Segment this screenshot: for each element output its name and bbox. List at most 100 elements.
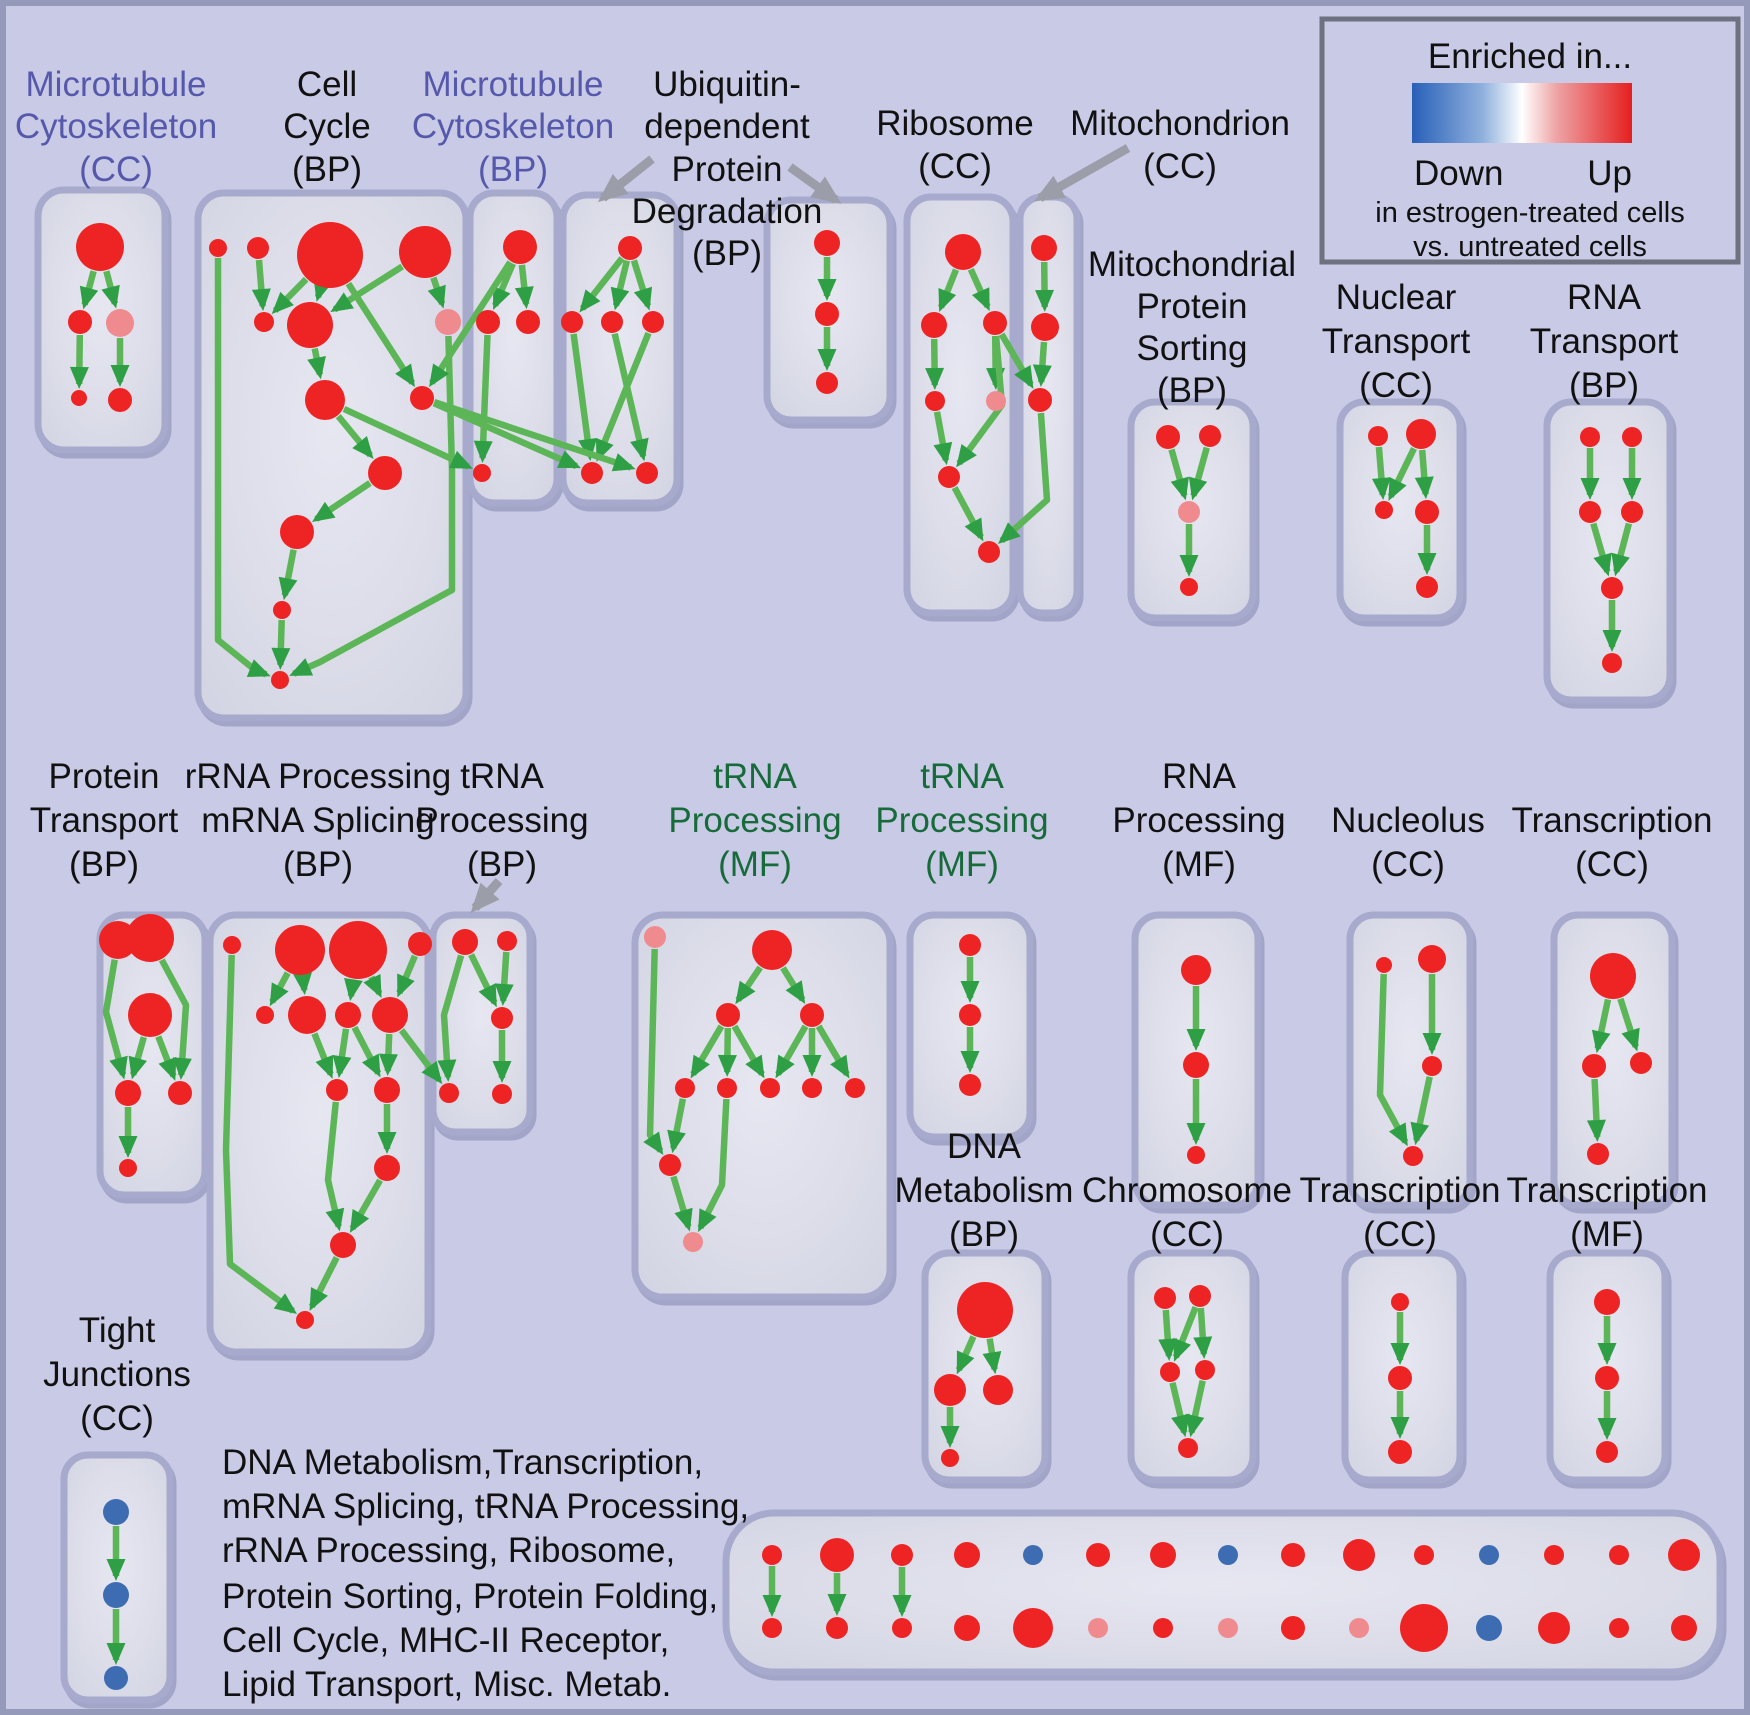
label-rna-transport-bp: (BP) bbox=[1569, 366, 1639, 405]
misc-enrichment-strip-node bbox=[1544, 1545, 1564, 1565]
label-rrna-processing-mrna-splicing-bp: mRNA Splicing bbox=[201, 801, 434, 840]
rna-transport-bp-node bbox=[1621, 501, 1643, 523]
rna-transport-bp-node bbox=[1622, 427, 1642, 447]
rrna-processing-mrna-splicing-bp-node bbox=[223, 936, 241, 954]
rrna-processing-mrna-splicing-bp-edge bbox=[351, 1025, 382, 1078]
rrna-processing-mrna-splicing-bp-node bbox=[275, 925, 325, 975]
ubiquitin-degradation-bp-1-node bbox=[601, 311, 623, 333]
microtubule-cytoskeleton-bp-edge bbox=[514, 264, 534, 310]
trna-processing-bp-node bbox=[452, 929, 478, 955]
misc-enrichment-strip-node bbox=[1671, 1615, 1697, 1641]
nuclear-transport-cc-edge bbox=[1387, 446, 1417, 501]
label-transcription-mf: (MF) bbox=[1570, 1215, 1644, 1254]
ribosome-cc-edge bbox=[933, 411, 953, 466]
label-microtubule-cytoskeleton-cc: Cytoskeleton bbox=[15, 107, 217, 146]
cell-cycle-bp-node bbox=[368, 456, 402, 490]
trna-processing-bp-node bbox=[497, 931, 517, 951]
rrna-processing-mrna-splicing-bp-edge bbox=[378, 1033, 398, 1076]
trna-processing-bp-node bbox=[491, 1007, 513, 1029]
label-rrna-processing-mrna-splicing-bp: rRNA Processing bbox=[185, 757, 451, 796]
ubiquitin-degradation-bp-1-edge bbox=[570, 333, 597, 462]
label-mitochondrial-protein-sorting-bp: Protein bbox=[1137, 287, 1248, 326]
protein-transport-bp-node bbox=[119, 1159, 137, 1177]
rna-transport-bp-box bbox=[1543, 398, 1674, 704]
nuclear-transport-cc-node bbox=[1375, 501, 1393, 519]
microtubule-cytoskeleton-cc-edge bbox=[69, 334, 89, 389]
chromosome-cc-node bbox=[1154, 1287, 1176, 1309]
rrna-processing-mrna-splicing-bp-node bbox=[374, 1155, 400, 1181]
misc-enrichment-strip-node bbox=[1538, 1612, 1570, 1644]
microtubule-cytoskeleton-cc-node bbox=[71, 390, 87, 406]
ubiquitin-degradation-bp-1-edge bbox=[579, 256, 625, 313]
ribosome-cc-edge bbox=[967, 267, 991, 312]
dna-metabolism-bp-node bbox=[957, 1282, 1013, 1338]
rrna-processing-mrna-splicing-bp-node bbox=[408, 932, 432, 956]
rrna-processing-mrna-splicing-bp-edge bbox=[396, 954, 418, 998]
label-pointer-arrow bbox=[470, 878, 503, 913]
label-transcription-cc-bottom: (CC) bbox=[1363, 1215, 1437, 1254]
gray-arrows-layer bbox=[470, 144, 1131, 913]
tight-junctions-cc-box bbox=[60, 1451, 174, 1704]
label-ubiquitin-degradation-bp: (BP) bbox=[692, 234, 762, 273]
cross-edge bbox=[398, 1028, 443, 1085]
cell-cycle-bp-node bbox=[410, 386, 434, 410]
nuclear-transport-cc-node bbox=[1406, 419, 1436, 449]
label-transcription-cc-mid: (CC) bbox=[1575, 845, 1649, 884]
label-nuclear-transport-cc: Transport bbox=[1322, 322, 1471, 361]
misc-enrichment-strip-node bbox=[1281, 1616, 1305, 1640]
label-cell-cycle-bp: Cell bbox=[297, 65, 357, 104]
ribosome-cc-edge bbox=[951, 486, 984, 542]
ribosome-cc-node bbox=[978, 541, 1000, 563]
nucleolus-cc-node bbox=[1403, 1146, 1423, 1166]
label-microtubule-cytoskeleton-bp: Microtubule bbox=[423, 65, 604, 104]
label-trna-processing-mf-1: tRNA bbox=[713, 757, 797, 796]
microtubule-cytoskeleton-cc-node bbox=[108, 388, 132, 412]
dna-metabolism-bp-edge bbox=[982, 1338, 1002, 1375]
cell-cycle-bp-node bbox=[287, 302, 333, 348]
misc-enrichment-strip-node bbox=[892, 1618, 912, 1638]
trna-processing-mf-large-edge bbox=[717, 1027, 737, 1077]
cell-cycle-bp-edge bbox=[345, 281, 416, 388]
misc-category-text: Cell Cycle, MHC-II Receptor, bbox=[222, 1621, 669, 1660]
trna-processing-mf-small-node bbox=[959, 1004, 981, 1026]
nucleolus-cc-node bbox=[1376, 957, 1392, 973]
label-microtubule-cytoskeleton-bp: (BP) bbox=[478, 150, 548, 189]
dna-metabolism-bp-node bbox=[983, 1375, 1013, 1405]
ubiquitin-degradation-bp-1-node bbox=[642, 311, 664, 333]
microtubule-cytoskeleton-cc-box bbox=[34, 186, 169, 454]
cell-cycle-bp-node bbox=[247, 237, 269, 259]
rna-transport-bp-edge bbox=[1611, 522, 1633, 577]
tight-junctions-cc-node bbox=[103, 1499, 129, 1525]
nucleolus-cc-box bbox=[1346, 911, 1474, 1209]
transcription-mf-node bbox=[1596, 1441, 1618, 1463]
trna-processing-mf-large-edge bbox=[780, 966, 806, 1004]
mitochondrion-cc-node bbox=[1031, 235, 1057, 261]
misc-enrichment-strip-node bbox=[1013, 1608, 1053, 1648]
protein-transport-bp-edge bbox=[102, 959, 128, 1080]
mitochondrial-protein-sorting-bp-node bbox=[1156, 425, 1180, 449]
nuclear-transport-cc-node bbox=[1415, 500, 1439, 524]
label-trna-processing-mf-2: (MF) bbox=[925, 845, 999, 884]
chromosome-cc-node bbox=[1189, 1285, 1211, 1307]
label-cell-cycle-bp: Cycle bbox=[283, 107, 371, 146]
mitochondrial-protein-sorting-bp-node bbox=[1178, 501, 1200, 523]
chromosome-cc-node bbox=[1178, 1438, 1198, 1458]
label-protein-transport-bp: Transport bbox=[30, 801, 179, 840]
ribosome-cc-node bbox=[938, 466, 960, 488]
cell-cycle-bp-node bbox=[254, 312, 274, 332]
misc-enrichment-strip-node bbox=[1343, 1539, 1375, 1571]
trna-processing-mf-large-box bbox=[631, 911, 894, 1301]
cell-cycle-bp-node bbox=[271, 671, 289, 689]
rrna-processing-mrna-splicing-bp-node bbox=[296, 1311, 314, 1329]
rrna-processing-mrna-splicing-bp-node bbox=[330, 1232, 356, 1258]
trna-processing-mf-large-edge bbox=[735, 965, 763, 1005]
ubiquitin-degradation-bp-1-edge bbox=[610, 259, 631, 311]
rna-transport-bp-node bbox=[1601, 577, 1623, 599]
label-ubiquitin-degradation-bp: Protein bbox=[672, 150, 783, 189]
cell-cycle-bp-edge bbox=[330, 263, 404, 313]
trna-processing-mf-large-node bbox=[760, 1078, 780, 1098]
rrna-processing-mrna-splicing-bp-edge bbox=[332, 1028, 352, 1079]
label-rna-processing-mf: (MF) bbox=[1162, 845, 1236, 884]
